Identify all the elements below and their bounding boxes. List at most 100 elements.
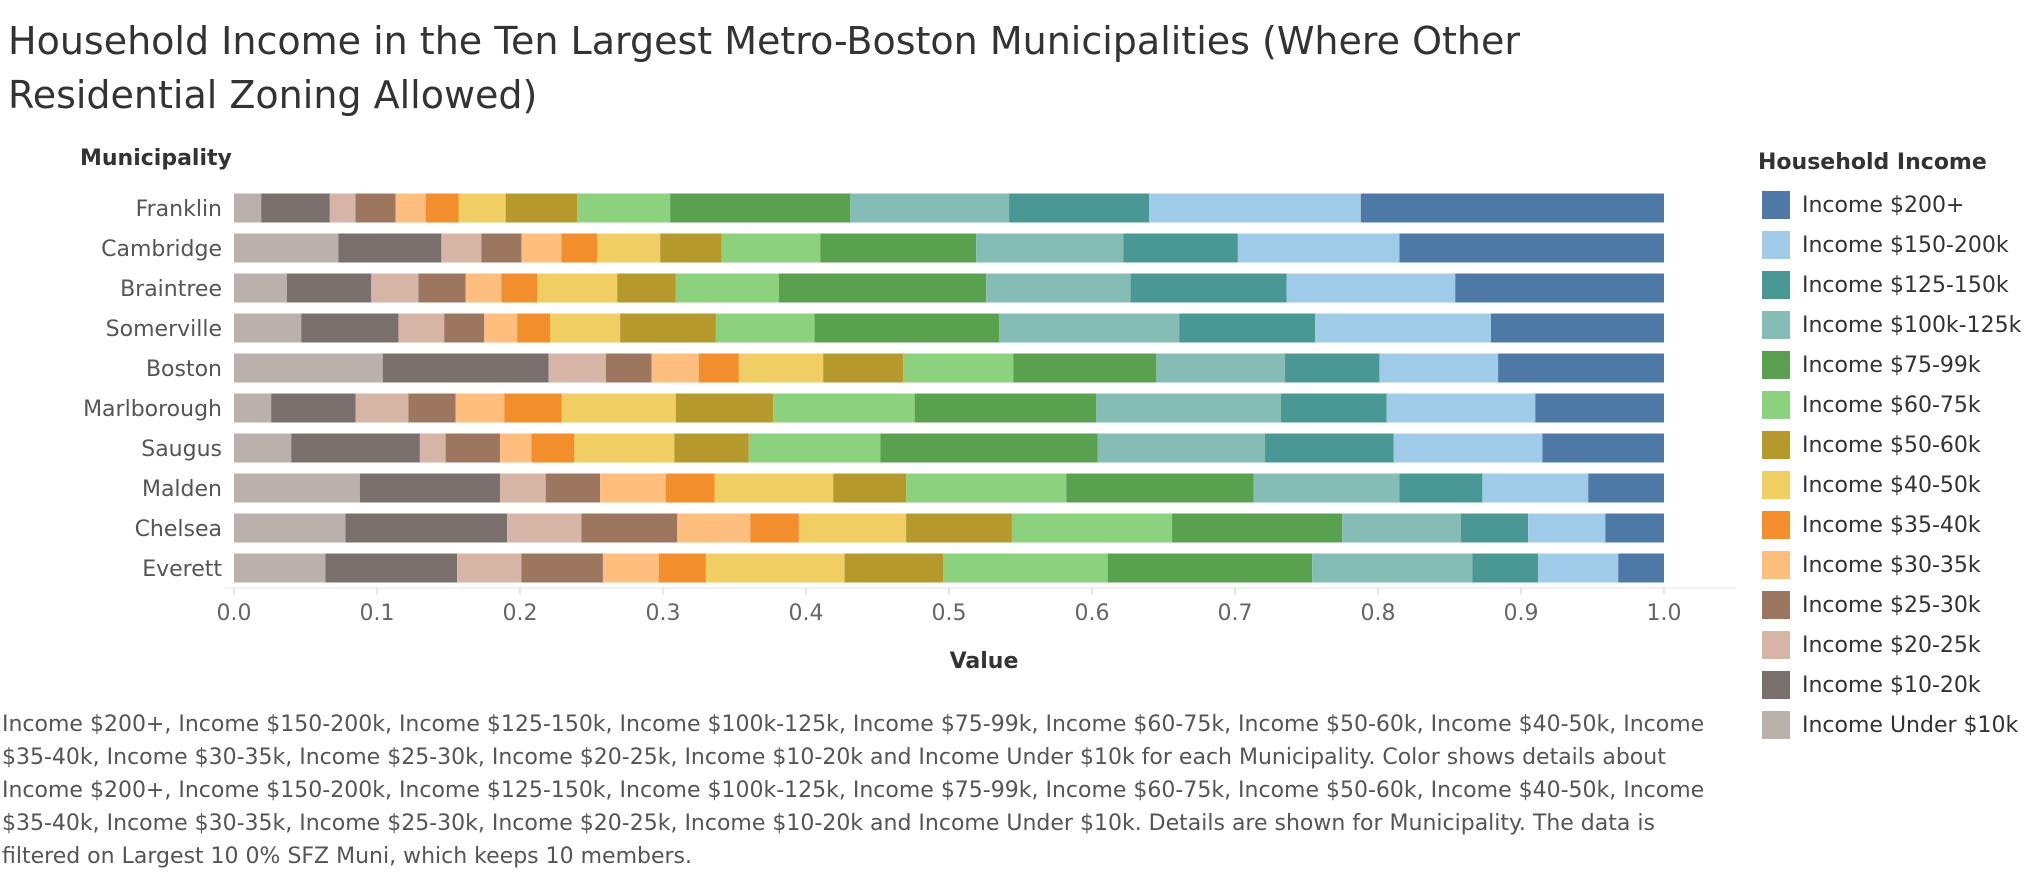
bar-segment[interactable] (1286, 273, 1456, 303)
bar-segment[interactable] (234, 193, 262, 223)
bar-segment[interactable] (674, 433, 749, 463)
bar-segment[interactable] (1490, 313, 1664, 343)
bar-segment[interactable] (1460, 513, 1529, 543)
legend-item[interactable]: Income $50-60k (1762, 425, 2021, 465)
bar-segment[interactable] (705, 553, 845, 583)
bar-segment[interactable] (1342, 513, 1461, 543)
bar-segment[interactable] (545, 473, 601, 503)
bar-segment[interactable] (903, 353, 1014, 383)
bar-segment[interactable] (814, 313, 1000, 343)
bar-segment[interactable] (355, 393, 409, 423)
bar-segment[interactable] (1156, 353, 1286, 383)
bar-segment[interactable] (481, 233, 522, 263)
legend-item[interactable]: Income $200+ (1762, 185, 2021, 225)
bar-segment[interactable] (1011, 513, 1173, 543)
bar-segment[interactable] (1009, 193, 1150, 223)
bar-segment[interactable] (677, 513, 751, 543)
bar-segment[interactable] (658, 553, 706, 583)
bar-segment[interactable] (1618, 553, 1664, 583)
legend-item[interactable]: Income $30-35k (1762, 545, 2021, 585)
bar-segment[interactable] (1285, 353, 1380, 383)
bar-segment[interactable] (1312, 553, 1473, 583)
bar-segment[interactable] (914, 393, 1097, 423)
bar-segment[interactable] (548, 353, 606, 383)
bar-segment[interactable] (986, 273, 1131, 303)
bar-segment[interactable] (271, 393, 356, 423)
legend-item[interactable]: Income $100k-125k (1762, 305, 2021, 345)
bar-segment[interactable] (234, 233, 339, 263)
bar-segment[interactable] (234, 353, 383, 383)
bar-segment[interactable] (345, 513, 508, 543)
bar-segment[interactable] (1498, 353, 1664, 383)
bar-segment[interactable] (1379, 353, 1499, 383)
bar-segment[interactable] (359, 473, 500, 503)
bar-segment[interactable] (750, 513, 799, 543)
bar-segment[interactable] (234, 313, 302, 343)
bar-segment[interactable] (1066, 473, 1254, 503)
bar-segment[interactable] (1535, 393, 1664, 423)
bar-segment[interactable] (1399, 233, 1664, 263)
bar-segment[interactable] (1399, 473, 1483, 503)
bar-segment[interactable] (715, 313, 815, 343)
bar-segment[interactable] (1237, 233, 1400, 263)
bar-segment[interactable] (581, 513, 678, 543)
bar-segment[interactable] (505, 193, 578, 223)
bar-segment[interactable] (418, 273, 466, 303)
bar-segment[interactable] (605, 353, 652, 383)
legend-item[interactable]: Income $40-50k (1762, 465, 2021, 505)
bar-segment[interactable] (458, 193, 506, 223)
bar-segment[interactable] (465, 273, 502, 303)
bar-segment[interactable] (521, 233, 562, 263)
bar-segment[interactable] (521, 553, 603, 583)
legend-item[interactable]: Income $35-40k (1762, 505, 2021, 545)
bar-segment[interactable] (976, 233, 1124, 263)
bar-segment[interactable] (261, 193, 330, 223)
bar-segment[interactable] (234, 473, 360, 503)
bar-segment[interactable] (371, 273, 419, 303)
bar-segment[interactable] (561, 233, 598, 263)
legend-item[interactable]: Income $60-75k (1762, 385, 2021, 425)
bar-segment[interactable] (1253, 473, 1400, 503)
bar-segment[interactable] (675, 273, 779, 303)
bar-segment[interactable] (597, 233, 661, 263)
bar-segment[interactable] (1172, 513, 1343, 543)
bar-segment[interactable] (395, 193, 426, 223)
bar-segment[interactable] (577, 193, 671, 223)
bar-segment[interactable] (234, 553, 326, 583)
bar-segment[interactable] (1123, 233, 1238, 263)
bar-segment[interactable] (1315, 313, 1491, 343)
bar-segment[interactable] (1179, 313, 1316, 343)
bar-segment[interactable] (943, 553, 1108, 583)
bar-segment[interactable] (445, 433, 500, 463)
bar-segment[interactable] (234, 513, 346, 543)
bar-segment[interactable] (301, 313, 399, 343)
bar-segment[interactable] (721, 233, 821, 263)
bar-segment[interactable] (291, 433, 420, 463)
bar-segment[interactable] (234, 433, 292, 463)
bar-segment[interactable] (675, 393, 774, 423)
bar-segment[interactable] (338, 233, 442, 263)
bar-segment[interactable] (651, 353, 699, 383)
bar-segment[interactable] (441, 233, 482, 263)
bar-segment[interactable] (1360, 193, 1664, 223)
bar-segment[interactable] (574, 433, 675, 463)
bar-segment[interactable] (325, 553, 458, 583)
bar-segment[interactable] (504, 393, 562, 423)
bar-segment[interactable] (670, 193, 851, 223)
bar-segment[interactable] (665, 473, 715, 503)
bar-segment[interactable] (844, 553, 944, 583)
bar-segment[interactable] (1482, 473, 1589, 503)
bar-segment[interactable] (1455, 273, 1664, 303)
bar-segment[interactable] (738, 353, 824, 383)
bar-segment[interactable] (820, 233, 977, 263)
bar-segment[interactable] (823, 353, 904, 383)
bar-segment[interactable] (561, 393, 676, 423)
legend-item[interactable]: Income $75-99k (1762, 345, 2021, 385)
bar-segment[interactable] (620, 313, 716, 343)
bar-segment[interactable] (425, 193, 459, 223)
bar-segment[interactable] (714, 473, 834, 503)
bar-segment[interactable] (1472, 553, 1539, 583)
legend-item[interactable]: Income $20-25k (1762, 625, 2021, 665)
bar-segment[interactable] (748, 433, 881, 463)
bar-segment[interactable] (850, 193, 1010, 223)
